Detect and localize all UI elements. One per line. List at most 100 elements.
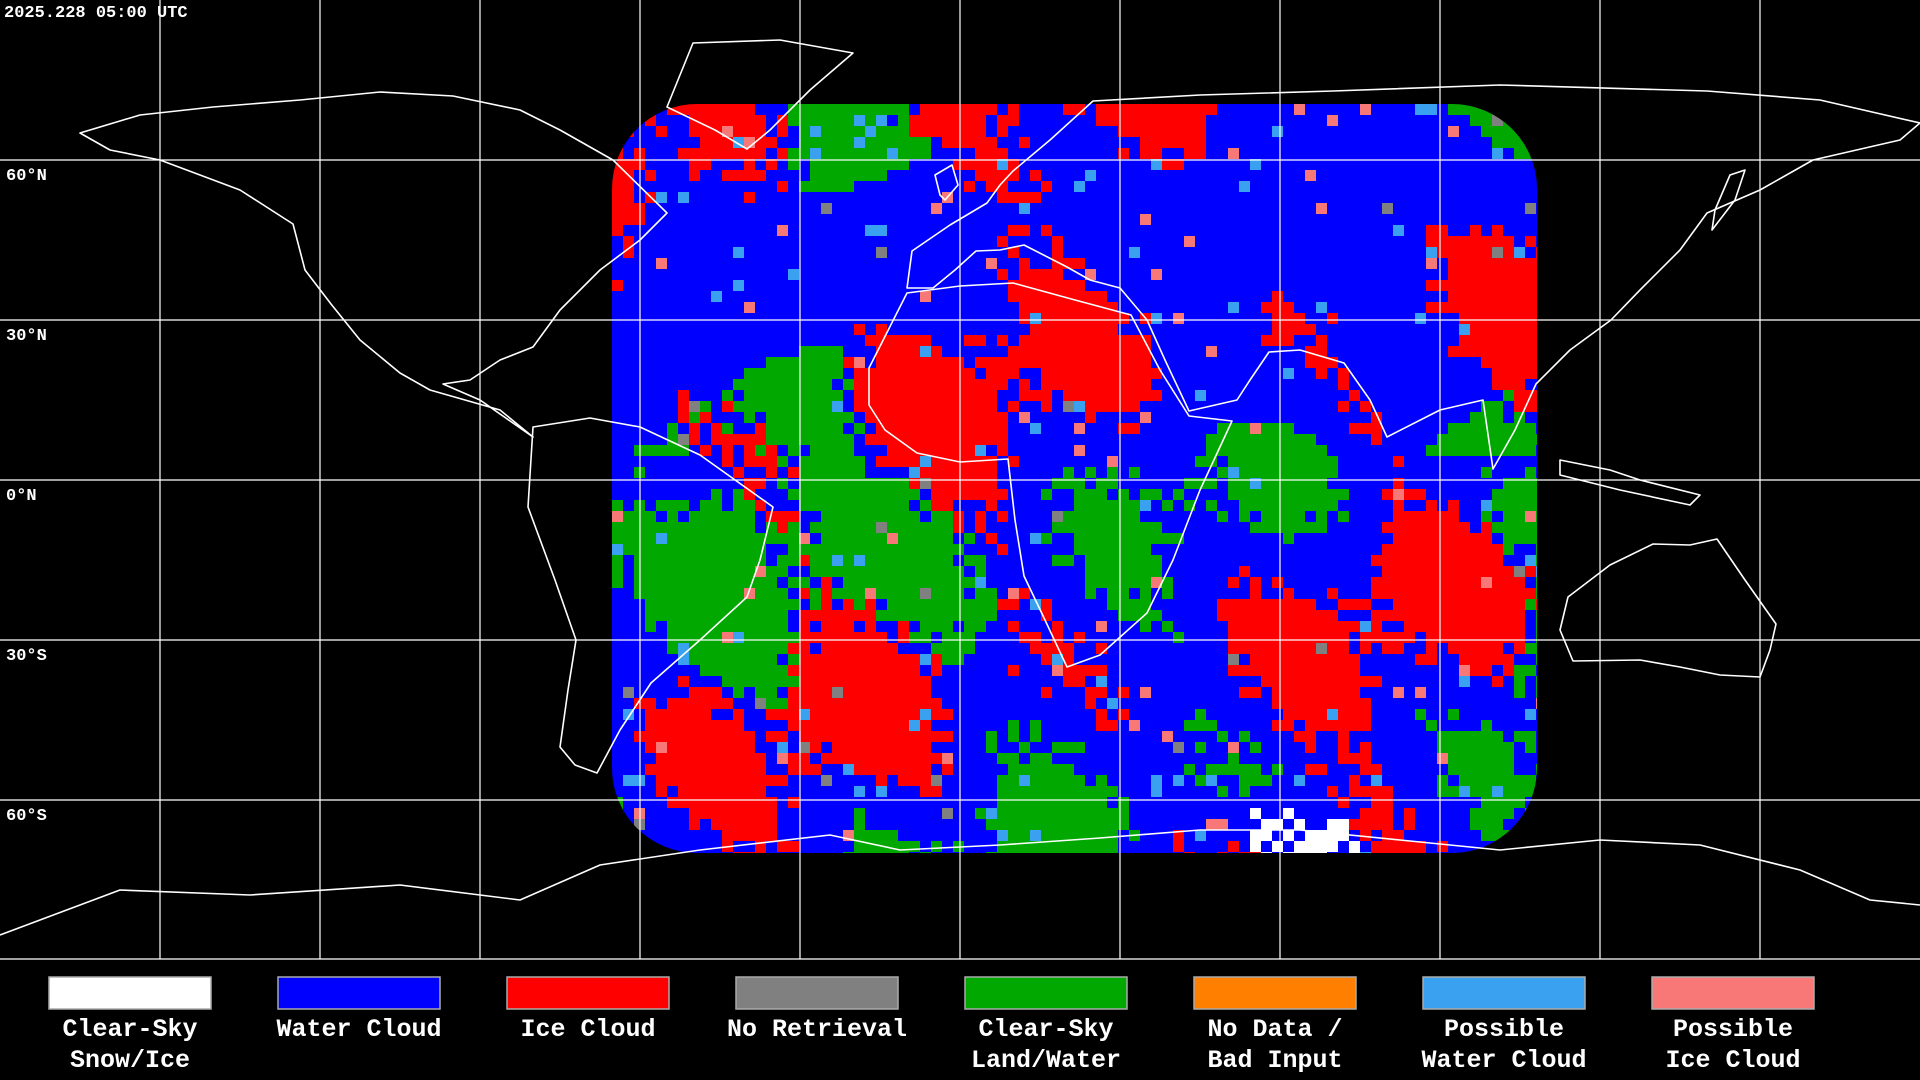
cloud-pixel bbox=[942, 170, 954, 182]
cloud-pixel bbox=[865, 324, 877, 336]
cloud-pixel bbox=[810, 632, 822, 644]
cloud-pixel bbox=[986, 181, 998, 193]
cloud-pixel bbox=[788, 324, 800, 336]
cloud-pixel bbox=[1371, 225, 1383, 237]
cloud-pixel bbox=[1415, 368, 1427, 380]
cloud-pixel bbox=[997, 379, 1009, 391]
cloud-pixel bbox=[1525, 368, 1537, 380]
cloud-pixel bbox=[898, 137, 910, 149]
cloud-pixel bbox=[876, 522, 888, 534]
cloud-pixel bbox=[1206, 203, 1218, 215]
cloud-pixel bbox=[711, 324, 723, 336]
cloud-pixel bbox=[1085, 170, 1097, 182]
cloud-pixel bbox=[788, 269, 800, 281]
cloud-pixel bbox=[1415, 335, 1427, 347]
cloud-pixel bbox=[1074, 203, 1086, 215]
cloud-pixel bbox=[986, 379, 998, 391]
cloud-pixel bbox=[612, 225, 624, 237]
cloud-pixel bbox=[843, 401, 855, 413]
cloud-pixel bbox=[887, 742, 899, 754]
cloud-pixel bbox=[1338, 346, 1350, 358]
cloud-pixel bbox=[1008, 214, 1020, 226]
cloud-pixel bbox=[1041, 555, 1053, 567]
cloud-pixel bbox=[1140, 434, 1152, 446]
cloud-pixel bbox=[689, 687, 701, 699]
cloud-pixel bbox=[1206, 269, 1218, 281]
cloud-pixel bbox=[1272, 456, 1284, 468]
cloud-pixel bbox=[898, 412, 910, 424]
cloud-pixel bbox=[1470, 720, 1482, 732]
cloud-pixel bbox=[645, 137, 657, 149]
cloud-pixel bbox=[667, 247, 679, 259]
cloud-pixel bbox=[788, 357, 800, 369]
cloud-pixel bbox=[810, 214, 822, 226]
cloud-pixel bbox=[1063, 489, 1075, 501]
cloud-pixel bbox=[1228, 313, 1240, 325]
cloud-pixel bbox=[1514, 247, 1526, 259]
cloud-pixel bbox=[1305, 621, 1317, 633]
cloud-pixel bbox=[1239, 731, 1251, 743]
cloud-pixel bbox=[986, 258, 998, 270]
cloud-pixel bbox=[898, 346, 910, 358]
cloud-pixel bbox=[1305, 731, 1317, 743]
cloud-pixel bbox=[953, 566, 965, 578]
cloud-pixel bbox=[975, 148, 987, 160]
cloud-pixel bbox=[997, 269, 1009, 281]
cloud-pixel bbox=[1525, 489, 1537, 501]
cloud-pixel bbox=[1327, 148, 1339, 160]
cloud-pixel bbox=[667, 148, 679, 160]
cloud-pixel bbox=[865, 720, 877, 732]
cloud-pixel bbox=[1074, 533, 1086, 545]
cloud-pixel bbox=[1404, 522, 1416, 534]
cloud-pixel bbox=[1030, 742, 1042, 754]
cloud-pixel bbox=[1294, 511, 1306, 523]
cloud-pixel bbox=[1129, 555, 1141, 567]
cloud-pixel bbox=[1261, 489, 1273, 501]
cloud-pixel bbox=[1217, 588, 1229, 600]
cloud-pixel bbox=[909, 324, 921, 336]
cloud-pixel bbox=[909, 456, 921, 468]
cloud-pixel bbox=[1096, 687, 1108, 699]
cloud-pixel bbox=[887, 357, 899, 369]
cloud-pixel bbox=[1195, 434, 1207, 446]
cloud-pixel bbox=[1096, 324, 1108, 336]
cloud-pixel bbox=[1360, 137, 1372, 149]
cloud-pixel bbox=[1140, 720, 1152, 732]
cloud-pixel bbox=[942, 104, 954, 116]
cloud-pixel bbox=[1437, 324, 1449, 336]
cloud-pixel bbox=[821, 401, 833, 413]
cloud-pixel bbox=[997, 478, 1009, 490]
cloud-pixel bbox=[1140, 203, 1152, 215]
cloud-pixel bbox=[667, 588, 679, 600]
cloud-pixel bbox=[656, 577, 668, 589]
cloud-pixel bbox=[1052, 357, 1064, 369]
cloud-pixel bbox=[909, 192, 921, 204]
cloud-pixel bbox=[1272, 302, 1284, 314]
cloud-pixel bbox=[612, 412, 624, 424]
cloud-pixel bbox=[1217, 687, 1229, 699]
cloud-pixel bbox=[1294, 401, 1306, 413]
cloud-pixel bbox=[744, 632, 756, 644]
cloud-pixel bbox=[1382, 137, 1394, 149]
cloud-pixel bbox=[931, 676, 943, 688]
cloud-pixel bbox=[1272, 654, 1284, 666]
cloud-pixel bbox=[1129, 346, 1141, 358]
cloud-pixel bbox=[623, 390, 635, 402]
cloud-pixel bbox=[1448, 511, 1460, 523]
cloud-pixel bbox=[1338, 280, 1350, 292]
cloud-pixel bbox=[1151, 181, 1163, 193]
cloud-pixel bbox=[1272, 126, 1284, 138]
cloud-pixel bbox=[1272, 489, 1284, 501]
cloud-pixel bbox=[1371, 456, 1383, 468]
cloud-pixel bbox=[1459, 192, 1471, 204]
cloud-pixel bbox=[755, 456, 767, 468]
cloud-pixel bbox=[1338, 412, 1350, 424]
cloud-pixel bbox=[1052, 665, 1064, 677]
cloud-pixel bbox=[689, 159, 701, 171]
cloud-pixel bbox=[1206, 676, 1218, 688]
cloud-pixel bbox=[1470, 181, 1482, 193]
cloud-pixel bbox=[1140, 159, 1152, 171]
cloud-pixel bbox=[1525, 181, 1537, 193]
cloud-pixel bbox=[755, 313, 767, 325]
cloud-pixel bbox=[711, 115, 723, 127]
